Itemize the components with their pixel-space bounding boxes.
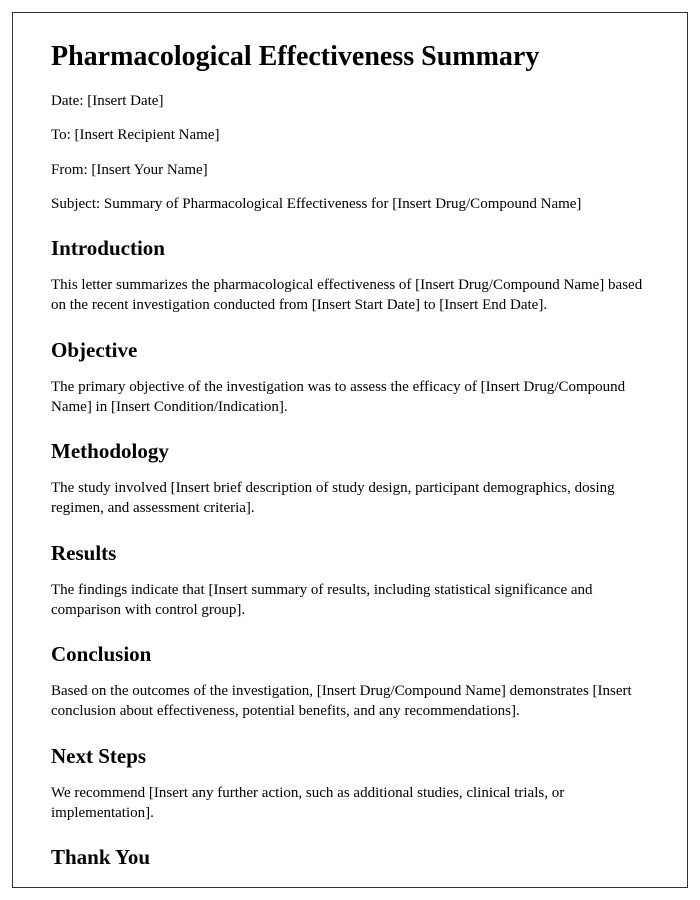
- section-heading-next-steps: Next Steps: [51, 744, 649, 769]
- section-heading-objective: Objective: [51, 338, 649, 363]
- section-heading-results: Results: [51, 541, 649, 566]
- section-body-results: The findings indicate that [Insert summa…: [51, 580, 649, 621]
- section-heading-introduction: Introduction: [51, 236, 649, 261]
- meta-to: To: [Insert Recipient Name]: [51, 125, 649, 145]
- section-body-introduction: This letter summarizes the pharmacologic…: [51, 275, 649, 316]
- document-title: Pharmacological Effectiveness Summary: [51, 41, 649, 73]
- page-container: Pharmacological Effectiveness Summary Da…: [12, 12, 688, 888]
- section-heading-methodology: Methodology: [51, 439, 649, 464]
- meta-date: Date: [Insert Date]: [51, 91, 649, 111]
- section-heading-thank-you: Thank You: [51, 845, 649, 870]
- meta-subject: Subject: Summary of Pharmacological Effe…: [51, 194, 649, 214]
- section-body-next-steps: We recommend [Insert any further action,…: [51, 783, 649, 824]
- section-heading-conclusion: Conclusion: [51, 642, 649, 667]
- section-body-objective: The primary objective of the investigati…: [51, 377, 649, 418]
- meta-from: From: [Insert Your Name]: [51, 160, 649, 180]
- section-body-conclusion: Based on the outcomes of the investigati…: [51, 681, 649, 722]
- section-body-methodology: The study involved [Insert brief descrip…: [51, 478, 649, 519]
